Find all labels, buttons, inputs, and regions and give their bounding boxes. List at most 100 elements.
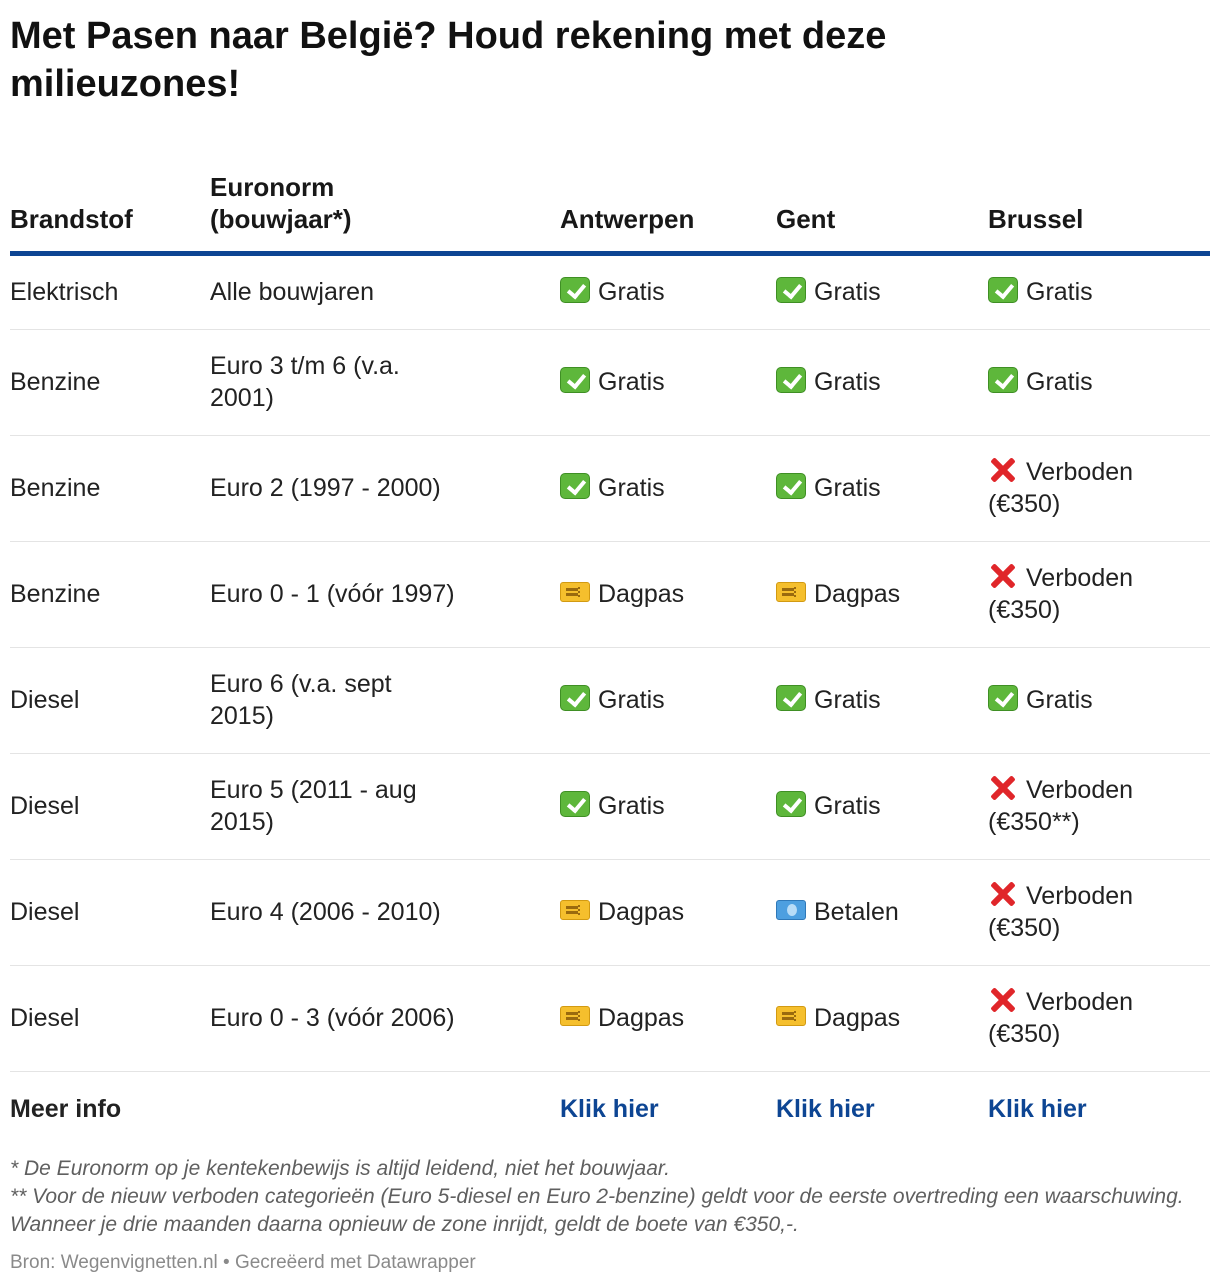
check-icon bbox=[560, 685, 590, 711]
table-row: Diesel Euro 5 (2011 - aug 2015) Gratis Grat… bbox=[10, 753, 1210, 860]
status-text: Dagpas bbox=[598, 898, 685, 926]
table-row: Benzine Euro 3 t/m 6 (v.a. 2001) Gratis Gra… bbox=[10, 329, 1210, 436]
cell-gent: Gratis bbox=[776, 253, 988, 330]
check-icon bbox=[560, 473, 590, 499]
brussel-status: Verboden (€350) bbox=[988, 986, 1178, 1050]
cell-brandstof: Benzine bbox=[10, 435, 210, 542]
cell-brandstof: Diesel bbox=[10, 859, 210, 966]
cell-brussel: Verboden (€350) bbox=[988, 435, 1210, 542]
euronorm-text: Euro 4 (2006 - 2010) bbox=[210, 898, 441, 926]
cell-gent-link: Klik hier bbox=[776, 1071, 988, 1147]
column-header-brussel: Brussel bbox=[988, 160, 1210, 256]
euronorm-text: Euro 0 - 1 (vóór 1997) bbox=[210, 580, 455, 608]
check-icon bbox=[560, 367, 590, 393]
empty-cell bbox=[210, 1071, 560, 1147]
brussel-status: Gratis bbox=[988, 366, 1178, 398]
gent-status: Gratis bbox=[776, 277, 881, 306]
status-text: Dagpas bbox=[598, 1004, 685, 1032]
status-text: Gratis bbox=[814, 686, 881, 714]
cell-gent: Gratis bbox=[776, 329, 988, 436]
cell-euronorm: Euro 3 t/m 6 (v.a. 2001) bbox=[210, 329, 560, 436]
cell-antwerpen: Dagpas bbox=[560, 859, 776, 966]
status-text: Verboden (€350) bbox=[988, 458, 1134, 518]
brussel-status: Gratis bbox=[988, 276, 1178, 308]
status-text: Dagpas bbox=[814, 1004, 901, 1032]
column-header-brandstof: Brandstof bbox=[10, 160, 210, 256]
status-text: Gratis bbox=[1026, 368, 1093, 396]
cell-euronorm: Euro 0 - 3 (vóór 2006) bbox=[210, 965, 560, 1072]
source-credit: Bron: Wegenvignetten.nl • Gecreëerd met … bbox=[10, 1252, 476, 1273]
antwerpen-status: Gratis bbox=[560, 277, 665, 306]
status-text: Verboden (€350) bbox=[988, 988, 1134, 1048]
table-row: Benzine Euro 0 - 1 (vóór 1997) Dagpas Dagpa… bbox=[10, 541, 1210, 648]
table-row: Elektrisch Alle bouwjaren Gratis Gratis Grat… bbox=[10, 253, 1210, 330]
cell-antwerpen: Dagpas bbox=[560, 541, 776, 648]
status-text: Verboden (€350) bbox=[988, 882, 1134, 942]
cell-gent: Gratis bbox=[776, 753, 988, 860]
antwerpen-status: Gratis bbox=[560, 367, 665, 396]
table-row: Diesel Euro 4 (2006 - 2010) Dagpas Betalen V… bbox=[10, 859, 1210, 966]
gent-status: Gratis bbox=[776, 685, 881, 714]
status-text: Dagpas bbox=[814, 580, 901, 608]
status-text: Gratis bbox=[814, 368, 881, 396]
gent-status: Gratis bbox=[776, 473, 881, 502]
ticket-icon bbox=[560, 582, 590, 602]
gent-status: Gratis bbox=[776, 367, 881, 396]
cell-antwerpen: Gratis bbox=[560, 253, 776, 330]
ticket-icon bbox=[776, 582, 806, 602]
cell-gent: Gratis bbox=[776, 647, 988, 754]
check-icon bbox=[988, 277, 1018, 303]
cell-gent: Dagpas bbox=[776, 965, 988, 1072]
check-icon bbox=[988, 367, 1018, 393]
check-icon bbox=[776, 791, 806, 817]
cell-brandstof: Diesel bbox=[10, 647, 210, 754]
cell-brandstof: Diesel bbox=[10, 965, 210, 1072]
klik-hier-link-gent[interactable]: Klik hier bbox=[776, 1095, 875, 1123]
status-text: Dagpas bbox=[598, 580, 685, 608]
antwerpen-status: Gratis bbox=[560, 791, 665, 820]
column-header-gent: Gent bbox=[776, 160, 988, 256]
status-text: Gratis bbox=[814, 278, 881, 306]
cell-brandstof: Elektrisch bbox=[10, 253, 210, 330]
euronorm-text: Euro 2 (1997 - 2000) bbox=[210, 474, 441, 502]
table-header: Brandstof Euronorm (bouwjaar*) Antwerpen… bbox=[10, 160, 1210, 256]
cell-brussel: Gratis bbox=[988, 253, 1210, 330]
cell-brussel: Verboden (€350) bbox=[988, 965, 1210, 1072]
gent-status: Dagpas bbox=[776, 580, 900, 608]
cell-euronorm: Euro 5 (2011 - aug 2015) bbox=[210, 753, 560, 860]
brussel-status: Verboden (€350) bbox=[988, 562, 1178, 626]
cell-brussel: Verboden (€350) bbox=[988, 859, 1210, 966]
check-icon bbox=[988, 685, 1018, 711]
euronorm-text: Euro 5 (2011 - aug 2015) bbox=[210, 776, 417, 836]
cell-gent: Gratis bbox=[776, 435, 988, 542]
antwerpen-status: Dagpas bbox=[560, 1004, 684, 1032]
milieuzones-table: Brandstof Euronorm (bouwjaar*) Antwerpen… bbox=[10, 160, 1210, 1147]
status-text: Gratis bbox=[1026, 278, 1093, 306]
cell-antwerpen-link: Klik hier bbox=[560, 1071, 776, 1147]
cell-gent: Dagpas bbox=[776, 541, 988, 648]
status-text: Gratis bbox=[598, 792, 665, 820]
antwerpen-status: Gratis bbox=[560, 685, 665, 714]
gent-status: Dagpas bbox=[776, 1004, 900, 1032]
cell-antwerpen: Dagpas bbox=[560, 965, 776, 1072]
check-icon bbox=[776, 367, 806, 393]
status-text: Gratis bbox=[814, 792, 881, 820]
footnote-euronorm: * De Euronorm op je kentekenbewijs is al… bbox=[10, 1157, 670, 1180]
cell-brandstof: Diesel bbox=[10, 753, 210, 860]
klik-hier-link-brussel[interactable]: Klik hier bbox=[988, 1095, 1087, 1123]
cross-icon bbox=[988, 563, 1018, 589]
status-text: Gratis bbox=[598, 686, 665, 714]
brussel-status: Verboden (€350) bbox=[988, 456, 1178, 520]
cell-brandstof: Benzine bbox=[10, 541, 210, 648]
cell-euronorm: Euro 2 (1997 - 2000) bbox=[210, 435, 560, 542]
klik-hier-link-antwerpen[interactable]: Klik hier bbox=[560, 1095, 659, 1123]
cell-brussel: Verboden (€350) bbox=[988, 541, 1210, 648]
euronorm-text: Euro 0 - 3 (vóór 2006) bbox=[210, 1004, 455, 1032]
gent-status: Betalen bbox=[776, 898, 899, 926]
euronorm-text: Euro 3 t/m 6 (v.a. 2001) bbox=[210, 352, 400, 412]
cell-brussel: Gratis bbox=[988, 647, 1210, 754]
antwerpen-status: Dagpas bbox=[560, 580, 684, 608]
status-text: Verboden (€350) bbox=[988, 564, 1134, 624]
ticket-icon bbox=[776, 1006, 806, 1026]
ticket-icon bbox=[560, 900, 590, 920]
